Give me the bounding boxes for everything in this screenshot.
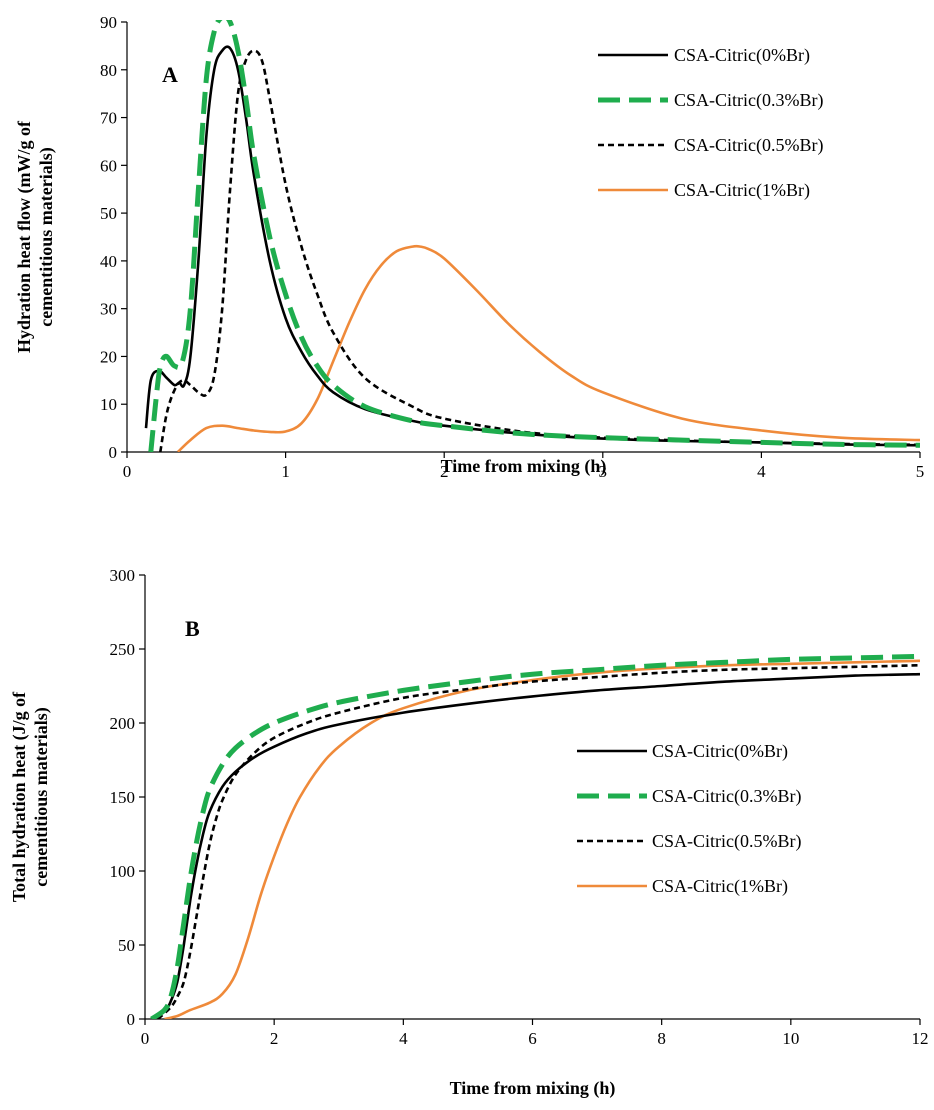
series-line-2 (148, 20, 920, 452)
y-tick-label: 0 (109, 443, 118, 462)
x-tick-label: 5 (916, 462, 925, 481)
x-tick-label: 0 (141, 1029, 150, 1048)
legend-label: CSA-Citric(1%Br) (652, 876, 788, 897)
y-tick-label: 150 (110, 788, 136, 807)
legend-label: CSA-Citric(0.5%Br) (652, 831, 801, 852)
x-tick-label: 2 (270, 1029, 279, 1048)
y-axis-label: Total hydration heat (J/g of (9, 691, 30, 902)
x-tick-label: 3 (599, 462, 608, 481)
series-line-1 (150, 672, 920, 1019)
series-line-2 (150, 653, 920, 1019)
legend-label: CSA-Citric(0.3%Br) (674, 90, 823, 111)
x-tick-label: 0 (123, 462, 132, 481)
x-tick-label: 4 (757, 462, 766, 481)
x-axis-label: Time from mixing (h) (441, 456, 607, 477)
y-tick-label: 10 (100, 395, 117, 414)
y-tick-label: 70 (100, 109, 117, 128)
y-tick-label: 20 (100, 347, 117, 366)
x-tick-label: 1 (281, 462, 290, 481)
y-tick-label: 50 (100, 204, 117, 223)
x-tick-label: 12 (912, 1029, 929, 1048)
x-axis-label: Time from mixing (h) (450, 1078, 616, 1099)
series-line-3 (159, 49, 920, 452)
legend-label: CSA-Citric(0.5%Br) (674, 135, 823, 156)
panel-label: B (185, 616, 200, 641)
y-axis-label: cementitious materials) (31, 707, 52, 886)
y-tick-label: 90 (100, 13, 117, 32)
y-axis-label: cementitious materials) (36, 147, 57, 326)
y-tick-label: 0 (127, 1010, 136, 1029)
y-tick-label: 40 (100, 252, 117, 271)
x-tick-label: 10 (782, 1029, 799, 1048)
x-tick-label: 8 (657, 1029, 666, 1048)
chart-panel-a: 0 10 20 30 40 50 60 70 80 90 0 1 2 3 4 5 Time from mixin… (14, 13, 924, 481)
panel-label: A (162, 62, 178, 87)
x-tick-label: 6 (528, 1029, 537, 1048)
y-tick-label: 60 (100, 156, 117, 175)
series-line-3 (157, 664, 920, 1019)
x-tick-label: 4 (399, 1029, 408, 1048)
chart-panel-b: 0 50 100 150 200 250 300 0 2 4 6 8 10 12 Time from mix… (9, 566, 929, 1099)
legend-label: CSA-Citric(0%Br) (652, 741, 788, 762)
y-tick-label: 200 (110, 714, 136, 733)
x-tick-label: 2 (440, 462, 449, 481)
series-line-4 (164, 659, 920, 1019)
y-tick-label: 80 (100, 61, 117, 80)
y-tick-label: 100 (110, 862, 136, 881)
legend-label: CSA-Citric(0.3%Br) (652, 786, 801, 807)
series-line-4 (176, 244, 920, 452)
legend-label: CSA-Citric(0%Br) (674, 45, 810, 66)
y-tick-label: 30 (100, 300, 117, 319)
y-axis-label: Hydration heat flow (mW/g of (14, 120, 35, 353)
legend-label: CSA-Citric(1%Br) (674, 180, 810, 201)
y-tick-label: 300 (110, 566, 136, 585)
y-tick-label: 50 (118, 936, 135, 955)
y-tick-label: 250 (110, 640, 136, 659)
